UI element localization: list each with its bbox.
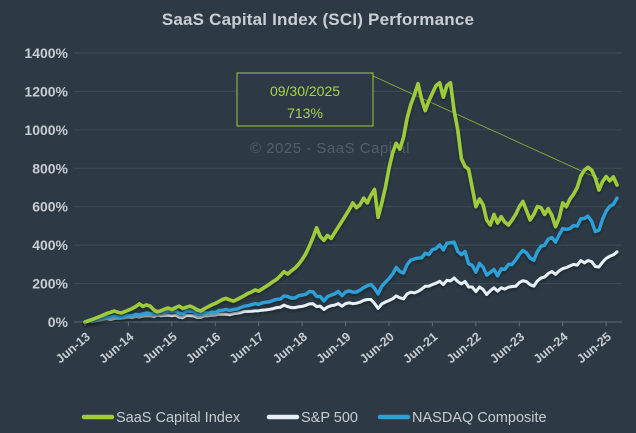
x-tick-label-Jun-23: Jun-23 [487, 330, 527, 367]
y-tick-label-1400: 1400% [24, 45, 68, 61]
annotation-callout: 09/30/2025 713% [236, 72, 600, 180]
x-tick-label-Jun-20: Jun-20 [357, 330, 397, 367]
gridlines [74, 52, 622, 323]
x-axis: Jun-13 Jun-14 Jun-15 Jun-16 Jun-17 Jun-18 Jun-… [53, 322, 614, 366]
watermark: © 2025 - SaaS Capital [250, 140, 410, 157]
x-tick-label-Jun-21: Jun-21 [400, 330, 440, 367]
chart-title: SaaS Capital Index (SCI) Performance [162, 10, 474, 29]
x-tick-label-Jun-25: Jun-25 [574, 330, 614, 367]
legend-item-sp500: S&P 500 [266, 410, 358, 426]
legend: SaaS Capital Index S&P 500 NASDAQ Compos… [81, 410, 547, 426]
y-tick-label-600: 600% [32, 199, 68, 215]
series-line-saas-capital-index [83, 81, 619, 324]
y-tick-label-800: 800% [32, 160, 68, 176]
x-tick-label-Jun-16: Jun-16 [183, 330, 223, 367]
x-tick-label-Jun-24: Jun-24 [531, 330, 571, 367]
x-tick-label-Jun-19: Jun-19 [314, 330, 354, 367]
legend-label-nasdaq-composite: NASDAQ Composite [412, 410, 547, 426]
legend-label-saas-capital-index: SaaS Capital Index [116, 410, 241, 426]
y-tick-label-0: 0% [48, 314, 69, 330]
series-line-s-p-500 [83, 250, 619, 324]
legend-item-saas-capital-index: SaaS Capital Index [81, 410, 241, 426]
series-lines [83, 81, 619, 324]
y-tick-label-400: 400% [32, 237, 68, 253]
annotation-box [236, 72, 374, 127]
x-tick-label-Jun-22: Jun-22 [444, 330, 484, 367]
legend-item-nasdaq-composite: NASDAQ Composite [377, 410, 547, 426]
annotation-value: 713% [287, 105, 323, 121]
annotation-leader-line [372, 75, 600, 180]
y-tick-label-200: 200% [32, 276, 68, 292]
legend-label-sp500: S&P 500 [301, 410, 358, 426]
x-tick-label-Jun-18: Jun-18 [270, 330, 310, 367]
x-tick-label-Jun-13: Jun-13 [53, 330, 93, 367]
annotation-date: 09/30/2025 [270, 83, 340, 99]
x-tick-label-Jun-14: Jun-14 [96, 330, 136, 367]
y-axis-labels: 0% 200% 400% 600% 800% 1000% 1200% 1400% [24, 45, 68, 330]
series-line-nasdaq-composite [83, 196, 619, 324]
y-tick-label-1200: 1200% [24, 83, 68, 99]
x-tick-label-Jun-15: Jun-15 [140, 330, 180, 367]
y-tick-label-1000: 1000% [24, 122, 68, 138]
x-tick-label-Jun-17: Jun-17 [227, 330, 267, 367]
